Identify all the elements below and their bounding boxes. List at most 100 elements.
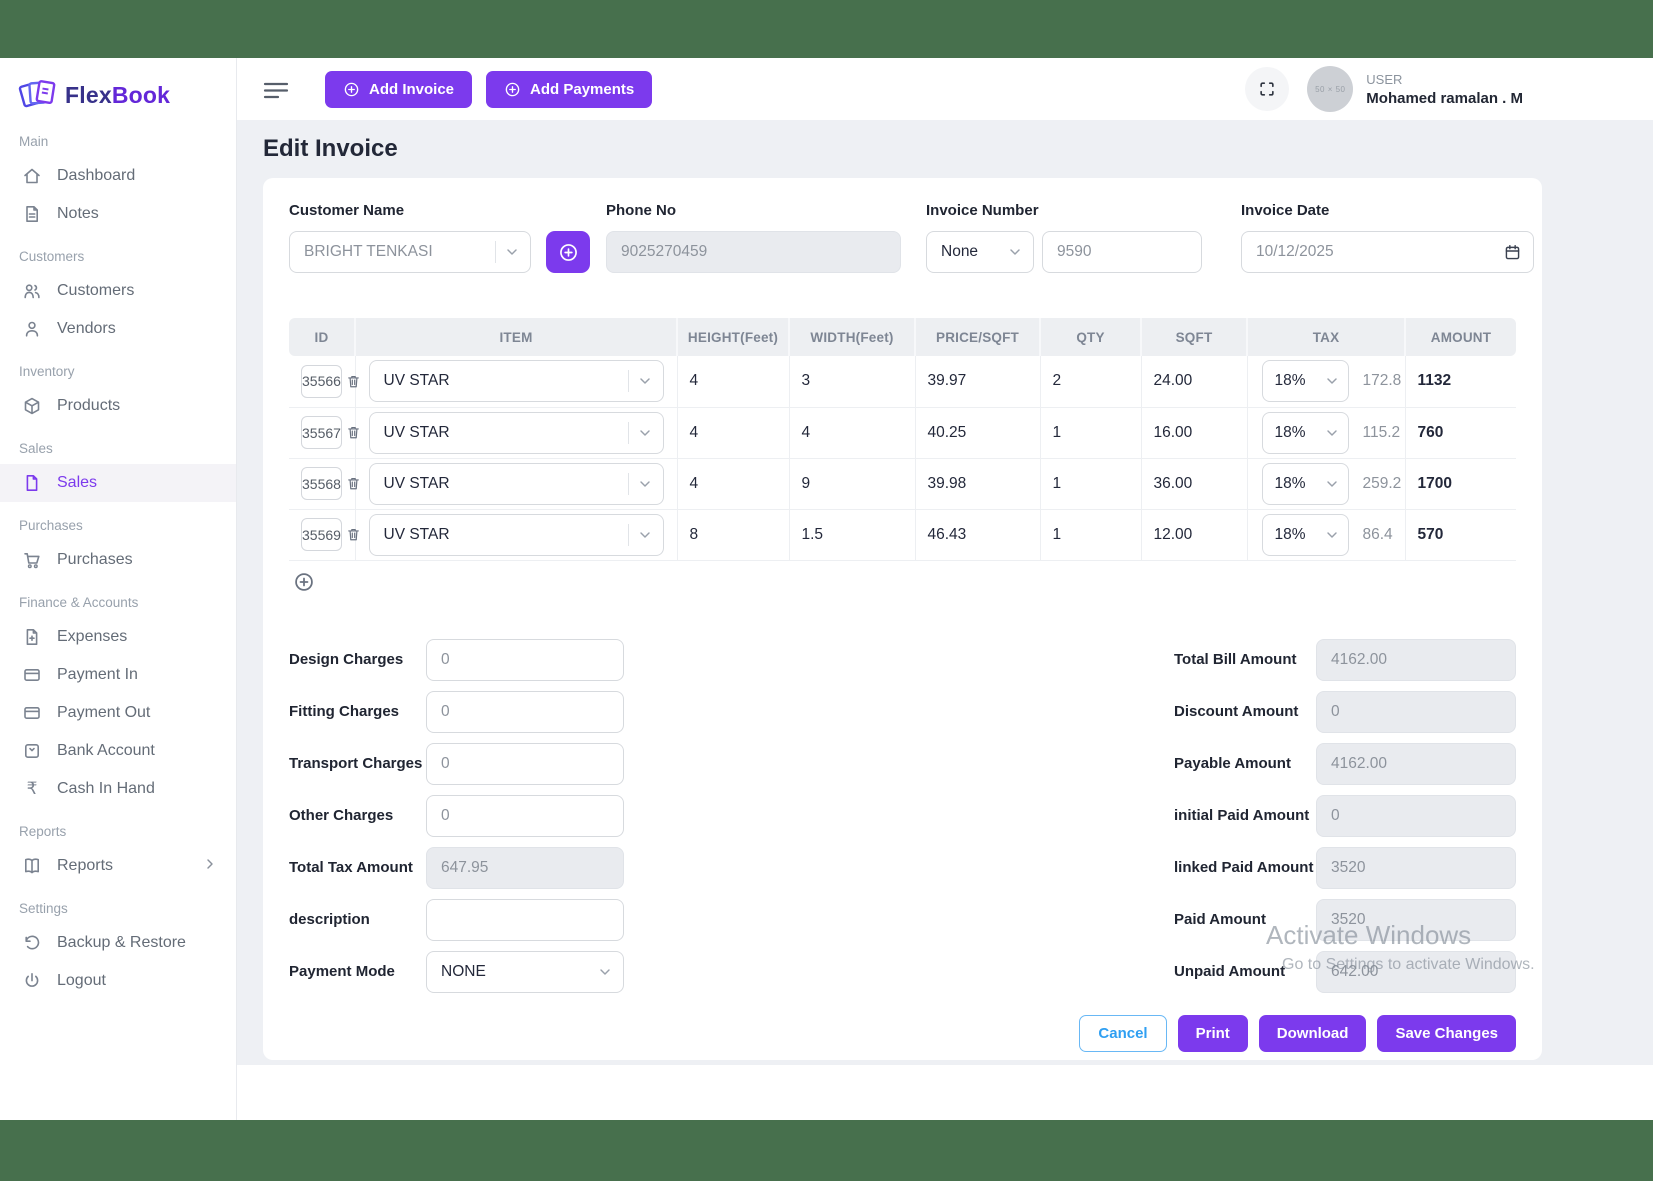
sidebar-item-products[interactable]: Products [0, 387, 236, 425]
invoice-prefix-select[interactable]: None [926, 231, 1034, 273]
item-select[interactable]: UV STAR [368, 411, 664, 454]
price-cell: 39.97 [915, 356, 1041, 408]
sidebar-item-bank-account[interactable]: Bank Account [0, 732, 236, 770]
section-title-reports: Reports [19, 824, 67, 839]
sidebar-item-vendors[interactable]: Vendors [0, 310, 236, 348]
page-title: Edit Invoice [263, 135, 398, 162]
sidebar-item-reports[interactable]: Reports [0, 847, 236, 885]
chevron-down-icon [1010, 249, 1020, 255]
invoice-number-input[interactable] [1042, 231, 1202, 273]
transport-charges-input[interactable] [426, 742, 624, 785]
logout-icon [25, 972, 39, 987]
chevron-down-icon [1326, 531, 1337, 538]
backup-icon [25, 935, 40, 950]
fitting-charges-label: Fitting Charges [289, 703, 400, 720]
customers-icon [24, 284, 40, 299]
customer-name-select[interactable]: BRIGHT TENKASI [289, 231, 531, 273]
row-id-input[interactable]: 35568 [301, 467, 342, 500]
delete-row-icon[interactable] [345, 475, 362, 492]
phone-input[interactable] [606, 231, 901, 273]
invoice-date-label: Invoice Date [1241, 202, 1330, 219]
invoice-date-input[interactable] [1241, 231, 1534, 273]
description-input[interactable] [426, 898, 624, 941]
sidebar-item-backup-restore[interactable]: Backup & Restore [0, 924, 236, 962]
menu-icon[interactable] [263, 80, 289, 102]
payment-mode-select[interactable]: NONE [426, 950, 624, 993]
paid-amount-input [1316, 898, 1516, 941]
sidebar-item-expenses[interactable]: Expenses [0, 618, 236, 656]
tax-select[interactable]: 18% [1261, 411, 1349, 454]
col-header-amount: AMOUNT [1405, 318, 1516, 356]
discount-input [1316, 690, 1516, 733]
table-header-row: ID ITEM HEIGHT(Feet) WIDTH(Feet) PRICE/S… [289, 318, 1516, 356]
width-cell: 3 [789, 356, 916, 408]
delete-row-icon[interactable] [345, 526, 362, 543]
tax-select[interactable]: 18% [1261, 462, 1349, 505]
section-title-inventory: Inventory [19, 364, 75, 379]
sidebar-item-customers[interactable]: Customers [0, 272, 236, 310]
unpaid-amount-label: Unpaid Amount [1174, 963, 1286, 980]
avatar[interactable]: 50 × 50 [1307, 66, 1354, 112]
print-button[interactable]: Print [1177, 1015, 1248, 1052]
total-tax-input [426, 846, 624, 889]
payable-input [1316, 742, 1516, 785]
sidebar-item-notes[interactable]: Notes [0, 195, 236, 233]
col-header-tax: TAX [1247, 318, 1406, 356]
top-green-band [0, 0, 1653, 58]
add-row-button[interactable] [293, 571, 315, 593]
row-id-input[interactable]: 35567 [301, 416, 342, 449]
tax-select[interactable]: 18% [1261, 513, 1349, 556]
sidebar-item-dashboard[interactable]: Dashboard [0, 157, 236, 195]
other-charges-input[interactable] [426, 794, 624, 837]
sidebar-item-purchases[interactable]: Purchases [0, 541, 236, 579]
sqft-cell: 16.00 [1141, 407, 1248, 459]
fullscreen-button[interactable] [1245, 67, 1290, 111]
tax-amount: 115.2 [1362, 423, 1401, 441]
total-bill-input [1316, 638, 1516, 681]
item-select[interactable]: UV STAR [368, 462, 664, 505]
brand-logo[interactable]: FlexBook [0, 72, 236, 118]
brand-name: FlexBook [65, 81, 171, 108]
col-header-id: ID [289, 318, 356, 356]
plus-circle-icon [295, 572, 313, 591]
price-cell: 46.43 [915, 509, 1041, 561]
item-select[interactable]: UV STAR [368, 360, 664, 403]
cancel-button[interactable]: Cancel [1079, 1015, 1167, 1052]
row-id-input[interactable]: 35569 [301, 518, 342, 551]
paid-amount-label: Paid Amount [1174, 911, 1266, 928]
total-tax-label: Total Tax Amount [289, 859, 413, 876]
section-title-finance: Finance & Accounts [19, 595, 139, 610]
row-id-input[interactable]: 35566 [301, 364, 342, 398]
sidebar-item-cash-in-hand[interactable]: ₹ Cash In Hand [0, 770, 236, 808]
qty-cell: 1 [1040, 458, 1142, 510]
section-title-settings: Settings [19, 901, 68, 916]
add-customer-button[interactable] [546, 231, 590, 273]
height-cell: 4 [677, 458, 790, 510]
bottom-green-band [0, 1120, 1653, 1181]
chevron-down-icon [507, 249, 517, 255]
delete-row-icon[interactable] [345, 373, 362, 390]
tax-select[interactable]: 18% [1261, 360, 1349, 403]
download-button[interactable]: Download [1258, 1015, 1367, 1052]
design-charges-input[interactable] [426, 638, 624, 681]
fitting-charges-input[interactable] [426, 690, 624, 733]
item-select[interactable]: UV STAR [368, 513, 664, 556]
add-payments-button[interactable]: Add Payments [486, 70, 653, 108]
sales-icon [26, 474, 38, 492]
tax-amount: 172.8 [1362, 372, 1402, 390]
delete-row-icon[interactable] [345, 424, 362, 441]
sidebar-item-payment-in[interactable]: Payment In [0, 656, 236, 694]
sidebar-item-sales[interactable]: Sales [0, 464, 236, 502]
payable-label: Payable Amount [1174, 755, 1291, 772]
add-invoice-button[interactable]: Add Invoice [325, 70, 473, 108]
sidebar-item-logout[interactable]: Logout [0, 962, 236, 1000]
total-bill-label: Total Bill Amount [1174, 651, 1297, 668]
initial-paid-input [1316, 794, 1516, 837]
sidebar-item-payment-out[interactable]: Payment Out [0, 694, 236, 732]
col-header-height: HEIGHT(Feet) [677, 318, 790, 356]
user-menu[interactable]: USER Mohamed ramalan . M [1366, 72, 1523, 107]
chevron-down-icon [1326, 378, 1337, 384]
save-changes-button[interactable]: Save Changes [1377, 1015, 1516, 1052]
calendar-icon[interactable] [1503, 243, 1522, 262]
plus-circle-icon [344, 82, 359, 96]
